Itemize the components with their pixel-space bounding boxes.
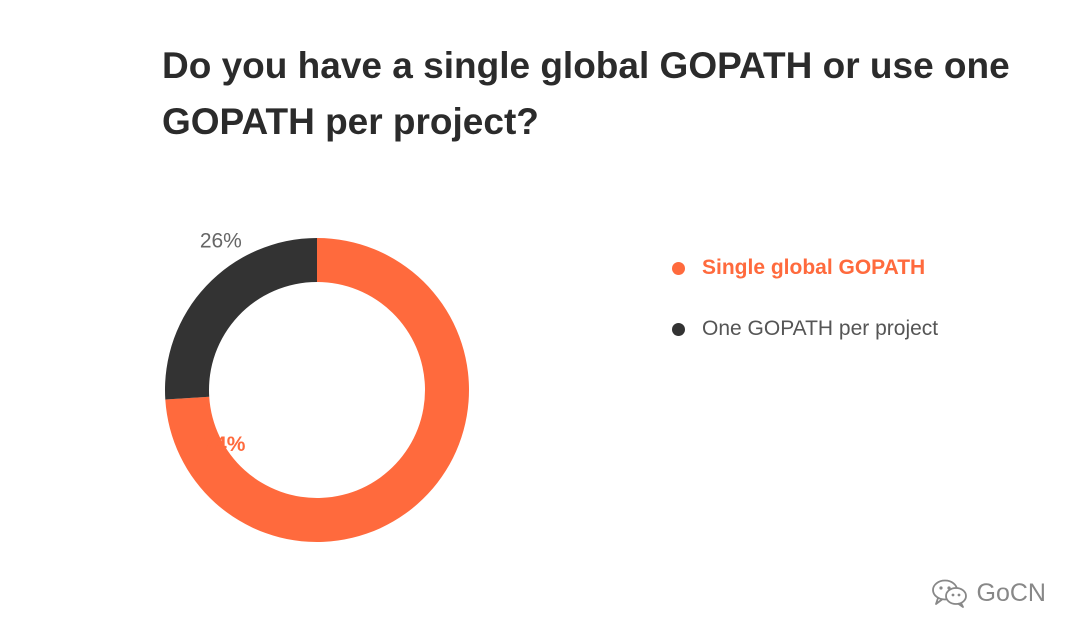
watermark-text: GoCN <box>976 578 1046 607</box>
chart-legend: Single global GOPATH One GOPATH per proj… <box>672 250 938 372</box>
legend-item-one-gopath-per-project[interactable]: One GOPATH per project <box>672 311 938 347</box>
legend-item-single-global-gopath[interactable]: Single global GOPATH <box>672 250 938 286</box>
wechat-icon <box>931 579 967 608</box>
donut-slice-1[interactable] <box>165 238 317 400</box>
legend-dot-icon <box>672 322 685 336</box>
legend-dot-icon <box>672 261 685 275</box>
chart-title: Do you have a single global GOPATH or us… <box>162 45 1010 142</box>
watermark: GoCN <box>931 578 1046 608</box>
data-label-1: 26% <box>200 230 242 253</box>
data-label-0: 74% <box>203 433 245 456</box>
legend-label: Single global GOPATH <box>702 256 926 279</box>
legend-label: One GOPATH per project <box>702 317 939 340</box>
